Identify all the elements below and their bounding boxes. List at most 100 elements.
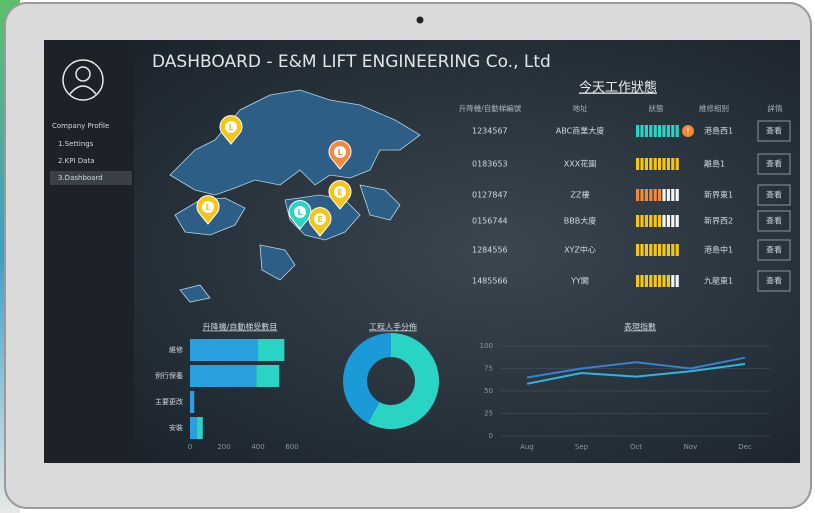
status-stripe bbox=[667, 244, 670, 256]
status-stripe bbox=[667, 189, 670, 201]
status-stripe bbox=[636, 244, 639, 256]
category-label: 安裝 bbox=[169, 423, 183, 432]
status-stripe bbox=[667, 158, 670, 170]
bar bbox=[197, 417, 203, 439]
status-stripe bbox=[667, 125, 670, 137]
status-stripe bbox=[654, 158, 657, 170]
status-stripe bbox=[662, 215, 665, 227]
alert-text: ! bbox=[686, 127, 689, 136]
x-tick-label: Dec bbox=[738, 443, 752, 451]
x-tick-label: Aug bbox=[520, 443, 534, 451]
column-header: 升降機/自動梯編號 bbox=[459, 103, 522, 113]
column-header: 詳情 bbox=[768, 103, 783, 113]
x-tick-label: Sep bbox=[575, 443, 589, 451]
y-tick-label: 0 bbox=[489, 432, 493, 440]
bar bbox=[190, 391, 194, 413]
status-stripe bbox=[640, 189, 643, 201]
status-stripe bbox=[636, 275, 639, 287]
address: YY閣 bbox=[570, 277, 589, 286]
status-stripe bbox=[671, 189, 674, 201]
status-stripe bbox=[640, 244, 643, 256]
status-stripe bbox=[658, 189, 661, 201]
view-label[interactable]: 查看 bbox=[766, 190, 782, 200]
status-stripe bbox=[645, 158, 648, 170]
marker-label: L bbox=[297, 208, 302, 217]
view-label[interactable]: 查看 bbox=[766, 126, 782, 136]
nav-item[interactable]: 3.Dashboard bbox=[58, 174, 103, 182]
status-stripe bbox=[658, 244, 661, 256]
sidebar bbox=[44, 40, 134, 463]
status-stripe bbox=[662, 275, 665, 287]
status-stripe bbox=[658, 125, 661, 137]
status-stripe bbox=[676, 275, 679, 287]
lift-id: 0127847 bbox=[472, 191, 508, 200]
x-tick-label: Nov bbox=[684, 443, 698, 451]
status-stripe bbox=[662, 158, 665, 170]
view-label[interactable]: 查看 bbox=[766, 159, 782, 169]
status-stripe bbox=[676, 244, 679, 256]
status-stripe bbox=[636, 158, 639, 170]
status-stripe bbox=[676, 158, 679, 170]
status-stripe bbox=[658, 275, 661, 287]
page: Company Profile DASHBOARD - E&M LIFT ENG… bbox=[0, 0, 815, 513]
status-stripe bbox=[654, 189, 657, 201]
address: BBB大廈 bbox=[564, 216, 596, 226]
marker-label: E bbox=[337, 188, 342, 197]
lift-id: 0156744 bbox=[472, 217, 508, 226]
view-label[interactable]: 查看 bbox=[766, 276, 782, 286]
view-label[interactable]: 查看 bbox=[766, 245, 782, 255]
team: 新界東1 bbox=[704, 190, 733, 200]
status-stripe bbox=[662, 189, 665, 201]
marker-label: L bbox=[228, 123, 233, 132]
status-stripe bbox=[667, 215, 670, 227]
lift-id: 1234567 bbox=[472, 127, 508, 136]
team: 九龍東1 bbox=[704, 276, 733, 286]
x-tick-label: 400 bbox=[251, 443, 264, 451]
status-stripe bbox=[654, 244, 657, 256]
status-stripe bbox=[667, 275, 670, 287]
x-tick-label: 200 bbox=[217, 443, 230, 451]
column-header: 維修組別 bbox=[699, 103, 729, 113]
status-stripe bbox=[640, 215, 643, 227]
chart-title: 升降機/自動梯受數目 bbox=[203, 322, 278, 332]
y-tick-label: 25 bbox=[484, 410, 493, 418]
nav-item[interactable]: 1.Settings bbox=[58, 140, 94, 148]
status-stripe bbox=[658, 158, 661, 170]
status-stripe bbox=[662, 244, 665, 256]
team: 港島中1 bbox=[704, 245, 733, 255]
bar bbox=[258, 339, 284, 361]
status-stripe bbox=[676, 189, 679, 201]
nav-item[interactable]: 2.KPI Data bbox=[58, 157, 95, 165]
lift-id: 1485566 bbox=[472, 277, 508, 286]
marker-label: L bbox=[205, 203, 210, 212]
address: ABC商業大廈 bbox=[556, 126, 604, 136]
status-stripe bbox=[636, 189, 639, 201]
status-stripe bbox=[662, 125, 665, 137]
screenshot: Company Profile DASHBOARD - E&M LIFT ENG… bbox=[0, 0, 815, 513]
page-title: DASHBOARD - E&M LIFT ENGINEERING Co., Lt… bbox=[152, 52, 551, 72]
status-stripe bbox=[645, 244, 648, 256]
status-stripe bbox=[671, 125, 674, 137]
address: XXX花園 bbox=[564, 159, 596, 169]
status-stripe bbox=[636, 215, 639, 227]
view-label[interactable]: 查看 bbox=[766, 216, 782, 226]
status-stripe bbox=[645, 125, 648, 137]
lift-id: 0183653 bbox=[472, 160, 508, 169]
status-stripe bbox=[654, 275, 657, 287]
status-stripe bbox=[654, 125, 657, 137]
x-tick-label: Oct bbox=[630, 443, 642, 451]
x-tick-label: 0 bbox=[188, 443, 192, 451]
y-tick-label: 100 bbox=[480, 342, 493, 350]
address: XYZ中心 bbox=[564, 245, 596, 255]
status-stripe bbox=[649, 275, 652, 287]
status-stripe bbox=[671, 158, 674, 170]
status-stripe bbox=[676, 215, 679, 227]
x-tick-label: 600 bbox=[285, 443, 298, 451]
y-tick-label: 75 bbox=[484, 365, 493, 373]
y-tick-label: 50 bbox=[484, 387, 493, 395]
sidebar-heading: Company Profile bbox=[52, 122, 109, 130]
chart-title: 工程人手分佈 bbox=[369, 322, 417, 332]
status-stripe bbox=[649, 189, 652, 201]
status-stripe bbox=[676, 125, 679, 137]
status-stripe bbox=[658, 215, 661, 227]
